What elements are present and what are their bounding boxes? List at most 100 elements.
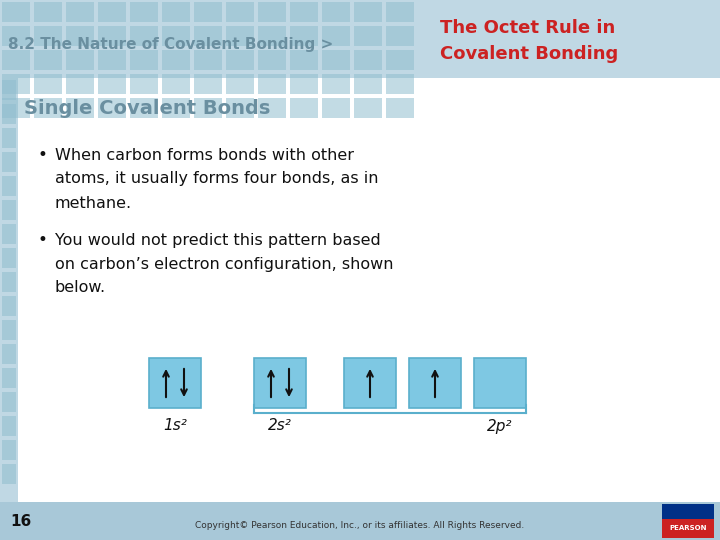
Bar (290, 2, 318, 22)
Bar (194, 98, 222, 118)
Bar (66, 2, 94, 22)
Bar (2, 248, 16, 268)
Bar (98, 50, 126, 70)
Bar (2, 368, 16, 388)
Bar (162, 98, 190, 118)
Bar (34, 74, 62, 94)
Text: Covalent Bonding: Covalent Bonding (440, 45, 618, 63)
Bar (322, 2, 350, 22)
Bar (34, 2, 62, 22)
Bar (2, 2, 30, 22)
Bar (290, 98, 318, 118)
Bar (662, 504, 714, 519)
Bar (0, 0, 720, 78)
Bar (354, 2, 382, 22)
Bar (2, 104, 16, 124)
Text: on carbon’s electron configuration, shown: on carbon’s electron configuration, show… (55, 256, 394, 272)
Bar (226, 26, 254, 46)
Text: •: • (38, 146, 48, 164)
Bar (354, 98, 382, 118)
Bar (2, 200, 16, 220)
Bar (226, 50, 254, 70)
Bar (354, 50, 382, 70)
Bar (149, 358, 201, 408)
Bar (194, 2, 222, 22)
Bar (2, 80, 16, 100)
Bar (130, 2, 158, 22)
Bar (2, 440, 16, 460)
Bar (386, 50, 414, 70)
Bar (162, 2, 190, 22)
Bar (2, 152, 16, 172)
Text: atoms, it usually forms four bonds, as in: atoms, it usually forms four bonds, as i… (55, 172, 379, 186)
Bar (2, 272, 16, 292)
Bar (162, 26, 190, 46)
Bar (2, 74, 30, 94)
Text: PEARSON: PEARSON (670, 525, 707, 531)
Text: •: • (38, 231, 48, 249)
Bar (386, 2, 414, 22)
Bar (2, 50, 30, 70)
Bar (2, 392, 16, 412)
Text: Single Covalent Bonds: Single Covalent Bonds (24, 98, 271, 118)
Bar (322, 50, 350, 70)
Bar (290, 74, 318, 94)
Bar (34, 50, 62, 70)
Bar (290, 26, 318, 46)
Bar (226, 2, 254, 22)
Text: methane.: methane. (55, 195, 132, 211)
Bar (290, 50, 318, 70)
Bar (2, 296, 16, 316)
Bar (386, 74, 414, 94)
Bar (322, 74, 350, 94)
Bar (226, 74, 254, 94)
Bar (162, 50, 190, 70)
Bar (34, 98, 62, 118)
Bar (258, 2, 286, 22)
Bar (386, 26, 414, 46)
Bar (2, 26, 30, 46)
Bar (98, 74, 126, 94)
Bar (258, 74, 286, 94)
Bar (386, 98, 414, 118)
Bar (66, 74, 94, 94)
Bar (2, 464, 16, 484)
Text: Copyright© Pearson Education, Inc., or its affiliates. All Rights Reserved.: Copyright© Pearson Education, Inc., or i… (195, 522, 525, 530)
Bar (344, 358, 396, 408)
Bar (66, 50, 94, 70)
Text: You would not predict this pattern based: You would not predict this pattern based (55, 233, 381, 247)
Text: 8.2 The Nature of Covalent Bonding >: 8.2 The Nature of Covalent Bonding > (8, 37, 333, 51)
Bar (354, 74, 382, 94)
Bar (354, 26, 382, 46)
Bar (2, 98, 30, 118)
Bar (98, 26, 126, 46)
Bar (2, 224, 16, 244)
Bar (130, 98, 158, 118)
Bar (194, 50, 222, 70)
Bar (258, 50, 286, 70)
Bar (130, 50, 158, 70)
Bar (0, 78, 18, 502)
Bar (2, 320, 16, 340)
Bar (0, 502, 720, 540)
Bar (130, 74, 158, 94)
Bar (162, 74, 190, 94)
Bar (2, 128, 16, 148)
Bar (2, 416, 16, 436)
Text: 2s²: 2s² (268, 418, 292, 434)
Text: When carbon forms bonds with other: When carbon forms bonds with other (55, 147, 354, 163)
Bar (258, 98, 286, 118)
Bar (130, 26, 158, 46)
Bar (662, 519, 714, 538)
Bar (409, 358, 461, 408)
Bar (98, 2, 126, 22)
Text: 2p²: 2p² (487, 418, 513, 434)
Text: The Octet Rule in: The Octet Rule in (440, 19, 616, 37)
Bar (66, 26, 94, 46)
Text: below.: below. (55, 280, 106, 295)
Bar (474, 358, 526, 408)
Bar (34, 26, 62, 46)
Bar (66, 98, 94, 118)
Bar (98, 98, 126, 118)
Bar (258, 26, 286, 46)
